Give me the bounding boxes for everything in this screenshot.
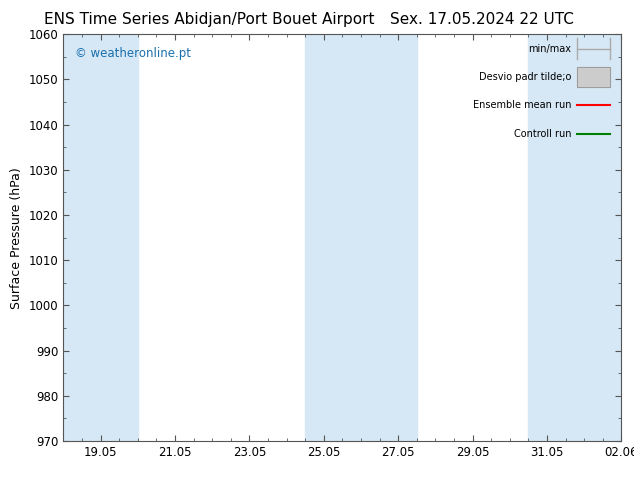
Text: Desvio padr tilde;o: Desvio padr tilde;o	[479, 72, 571, 82]
Bar	[305, 34, 417, 441]
Text: Controll run: Controll run	[514, 129, 571, 139]
Text: Sex. 17.05.2024 22 UTC: Sex. 17.05.2024 22 UTC	[390, 12, 574, 27]
Bar	[528, 34, 621, 441]
Text: Ensemble mean run: Ensemble mean run	[472, 100, 571, 110]
Bar	[577, 67, 610, 87]
Bar	[577, 67, 610, 87]
Bar	[45, 34, 138, 441]
Text: ENS Time Series Abidjan/Port Bouet Airport: ENS Time Series Abidjan/Port Bouet Airpo…	[44, 12, 375, 27]
Y-axis label: Surface Pressure (hPa): Surface Pressure (hPa)	[10, 167, 23, 309]
Text: © weatheronline.pt: © weatheronline.pt	[75, 47, 191, 59]
Text: min/max: min/max	[528, 44, 571, 53]
